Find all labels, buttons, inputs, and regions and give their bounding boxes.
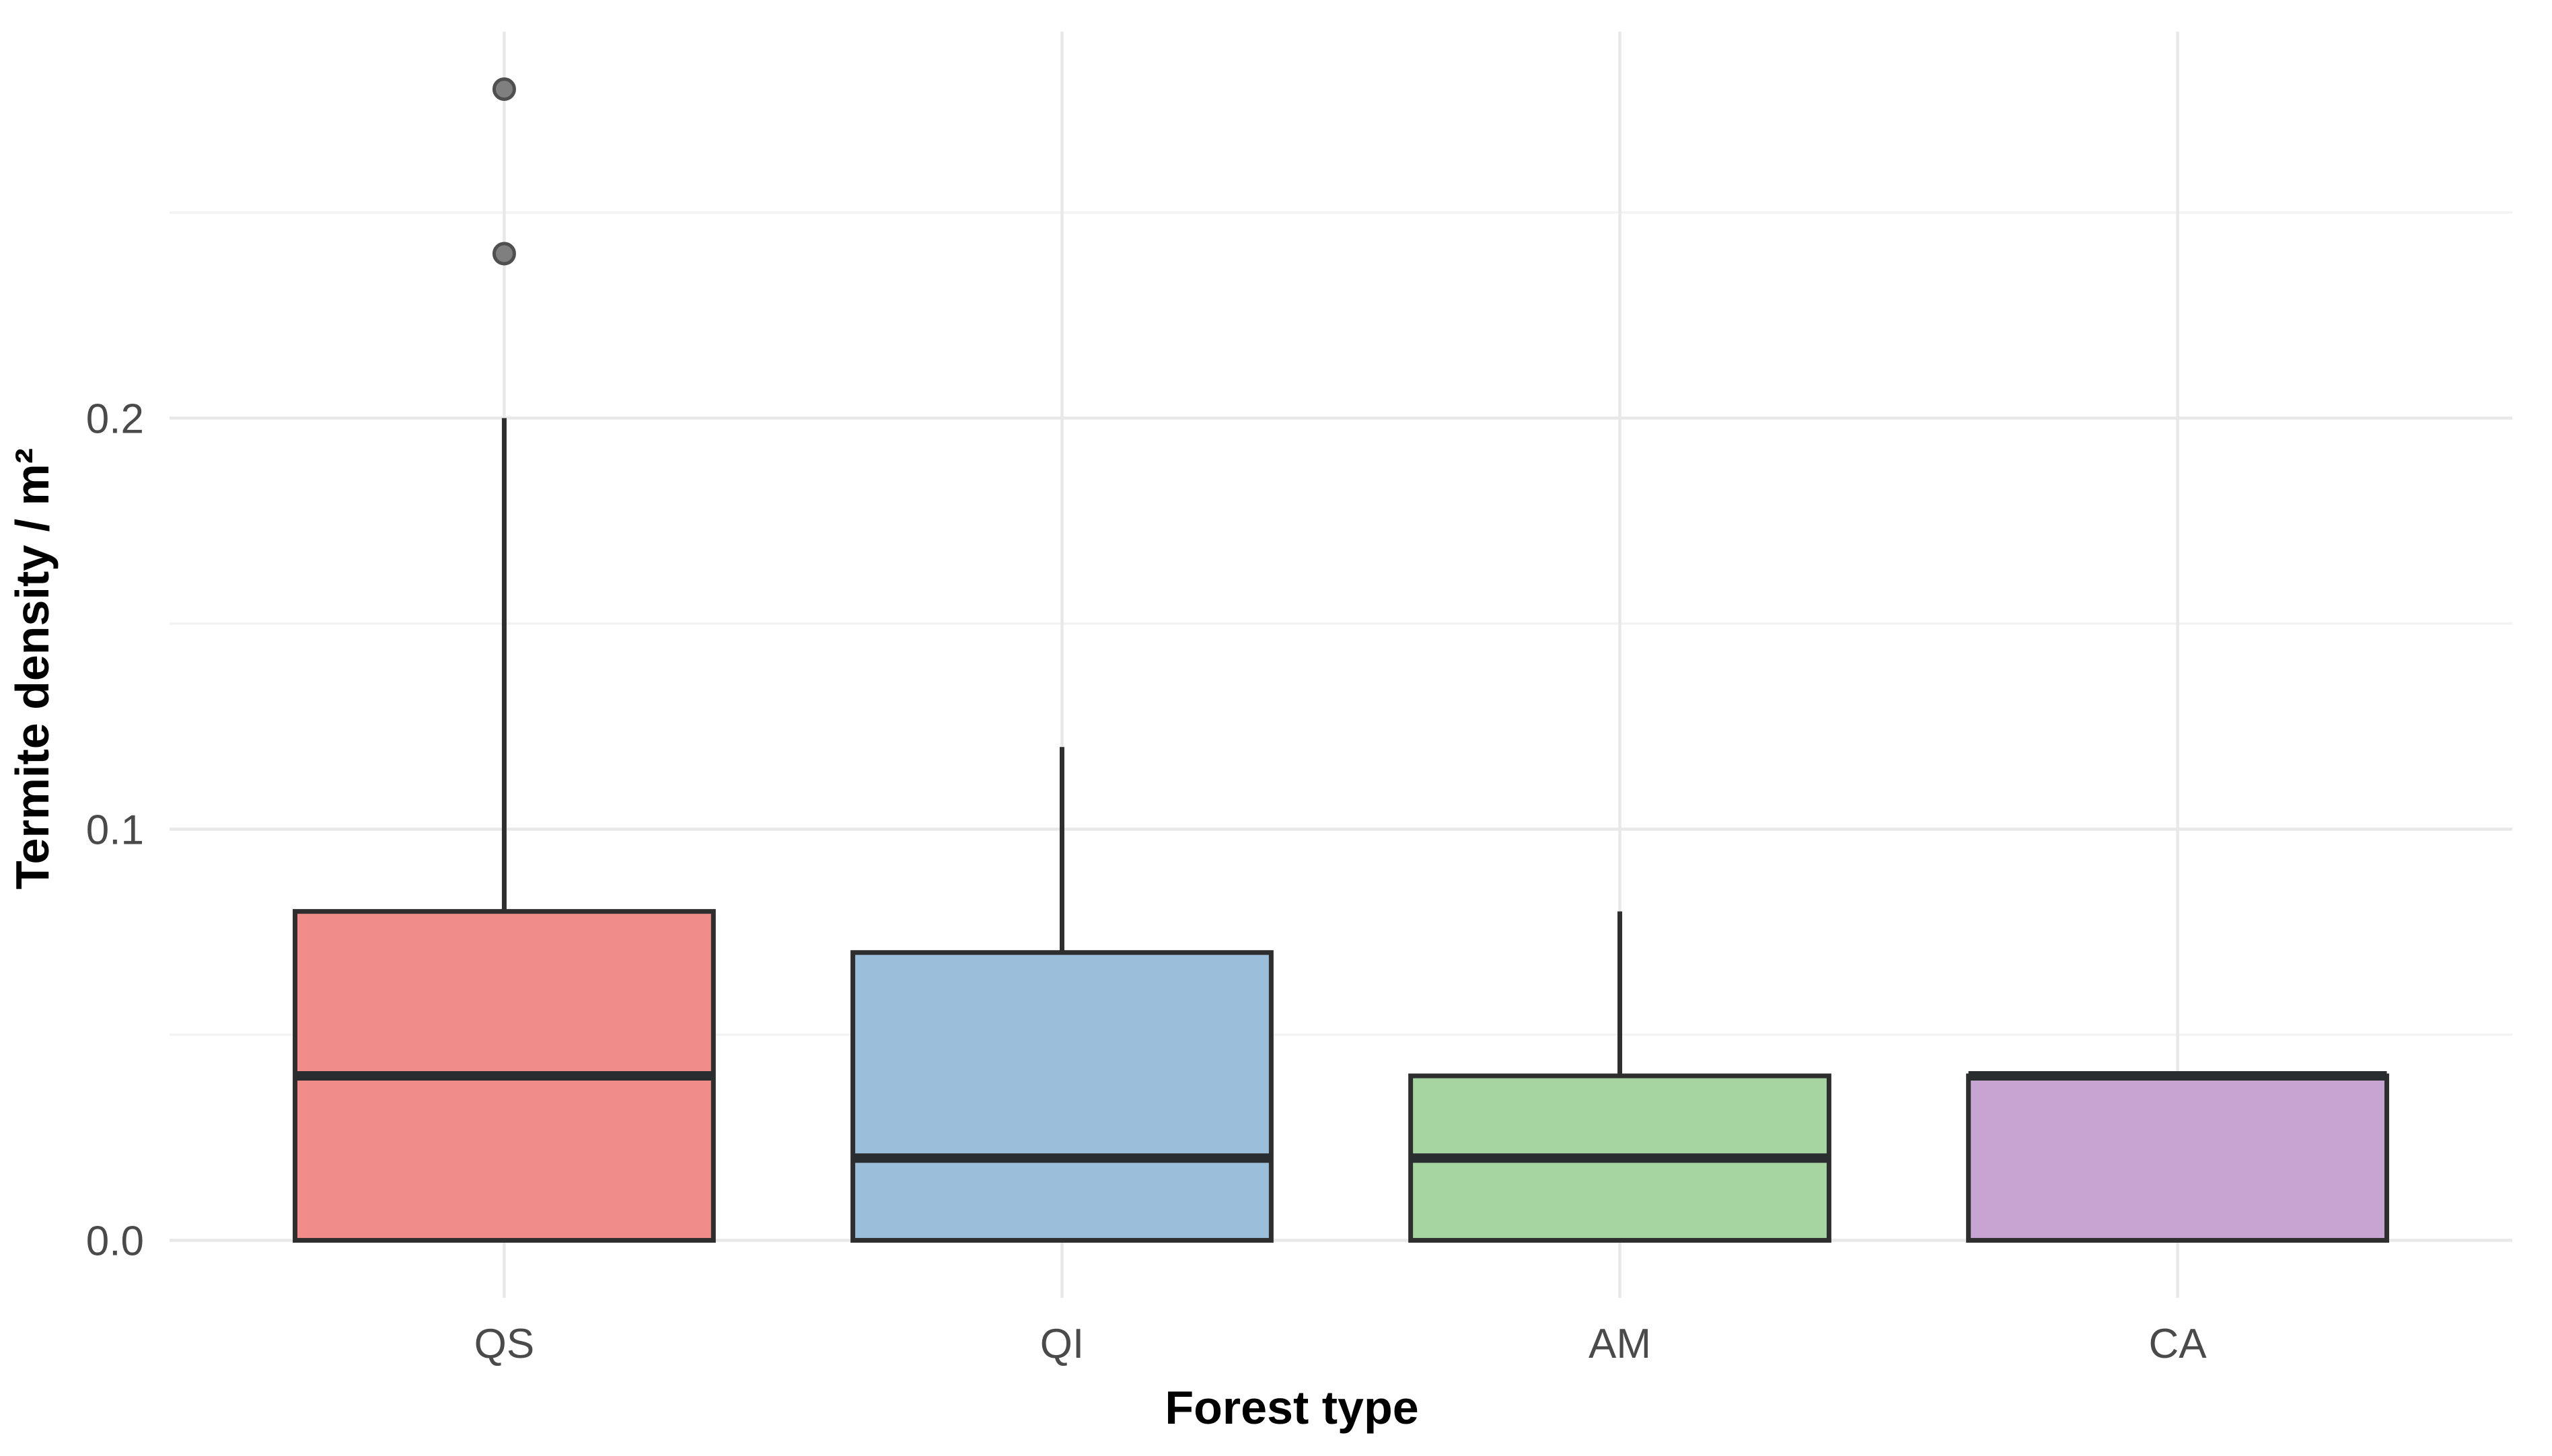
- x-tick-label: AM: [1589, 1321, 1651, 1367]
- y-tick-label: 0.1: [86, 807, 144, 853]
- box: [850, 950, 1274, 1243]
- x-tick-label: CA: [2149, 1321, 2208, 1367]
- outlier-point: [492, 242, 516, 266]
- y-axis-tick-labels: 0.0 0.1 0.2: [86, 396, 144, 1264]
- y-tick-label: 0.0: [86, 1218, 144, 1264]
- x-axis-title: Forest type: [1165, 1381, 1418, 1434]
- x-tick-label: QS: [474, 1321, 535, 1367]
- boxplot-series: [293, 77, 2389, 1243]
- y-axis-title: Termite density / m²: [6, 448, 59, 889]
- outlier-point: [492, 77, 516, 102]
- x-tick-label: QI: [1040, 1321, 1084, 1367]
- x-axis-tick-labels: QS QI AM CA: [474, 1321, 2208, 1367]
- y-tick-label: 0.2: [86, 396, 144, 442]
- boxplot-CA: [1966, 1071, 2389, 1243]
- box: [1966, 1073, 2389, 1243]
- boxplot-QI: [850, 747, 1274, 1243]
- boxplot-QS: [293, 77, 716, 1243]
- boxplot-AM: [1408, 911, 1831, 1243]
